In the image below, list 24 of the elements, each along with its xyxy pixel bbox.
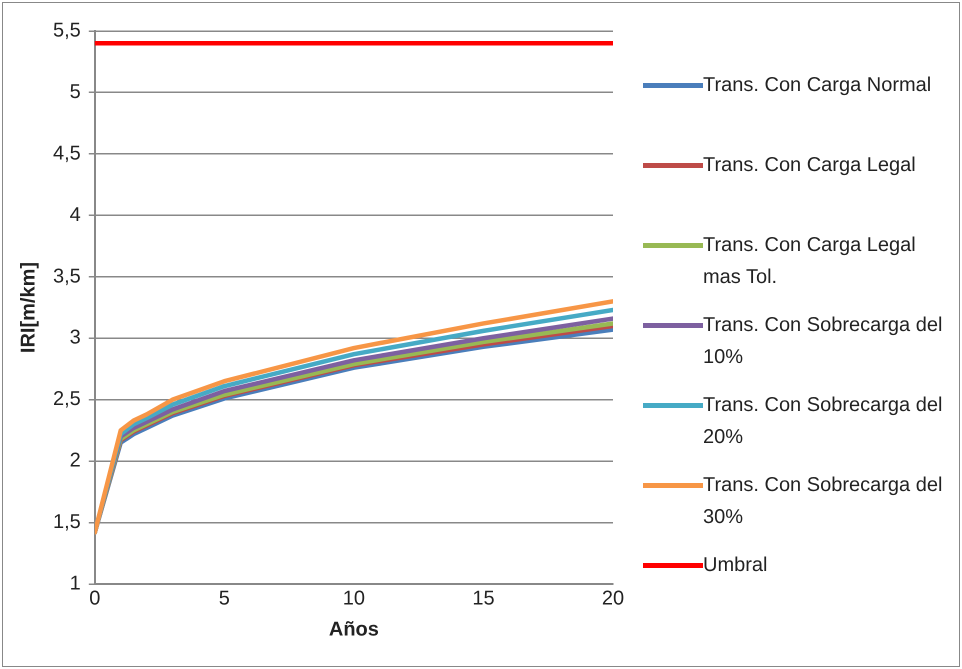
y-tick-label: 5,5 [52,20,81,42]
legend-label: Trans. Con Carga Legal mas Tol. [703,233,917,290]
y-tick-label: 5 [70,80,81,103]
x-tick-label: 5 [218,588,230,610]
y-axis-title: IRI[m/km] [18,262,40,354]
y-tick-label: 2 [70,450,81,472]
y-tick-label: 1,5 [52,511,81,534]
y-tick-label: 4 [70,204,81,226]
x-tick-label: 10 [342,588,366,610]
legend-label: Trans. Con Sobrecarga del 20% [703,393,943,450]
y-tick-label: 3 [70,326,81,349]
x-axis-title: Años [328,618,379,641]
y-tick-label: 1 [70,572,81,595]
x-tick-label: 0 [89,588,100,610]
x-tick-label: 20 [602,588,624,610]
legend-label: Trans. Con Sobrecarga del 10% [703,313,943,370]
legend-label: Trans. Con Carga Legal [703,153,916,178]
legend-label: Trans. Con Carga Normal [703,73,932,98]
x-tick-label: 15 [472,588,495,610]
y-tick-label: 2,5 [52,388,81,410]
y-tick-label: 4,5 [52,142,81,164]
y-tick-label: 3,5 [52,265,81,288]
legend-label: Trans. Con Sobrecarga del 30% [703,473,943,530]
legend-label: Umbral [703,553,768,578]
